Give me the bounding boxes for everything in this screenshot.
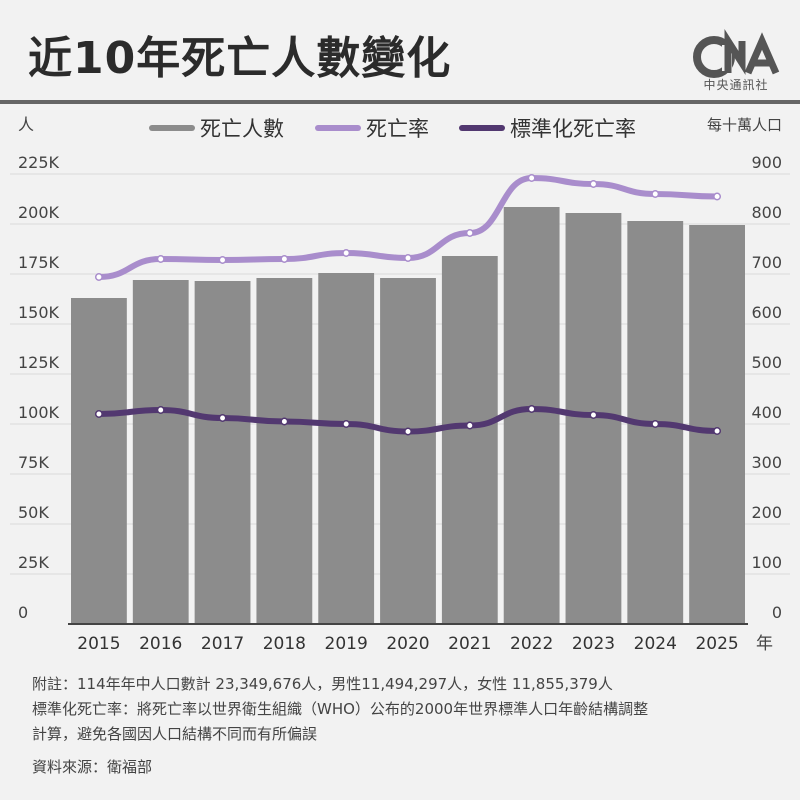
bar-2022 bbox=[503, 207, 560, 624]
right-tick-label: 900 bbox=[751, 153, 782, 172]
point-2-2024 bbox=[651, 420, 660, 428]
right-tick-label: 800 bbox=[751, 203, 782, 222]
right-tick-label: 500 bbox=[751, 353, 782, 372]
bar-2020 bbox=[380, 278, 436, 624]
footnotes: 附註：114年年中人口數計 23,349,676人，男性11,494,297人，… bbox=[32, 672, 772, 780]
point-1-2017 bbox=[218, 256, 227, 264]
x-tick-label: 2020 bbox=[386, 634, 429, 654]
right-tick-label: 300 bbox=[751, 453, 782, 472]
point-2-2022 bbox=[527, 405, 536, 413]
x-tick-label: 2021 bbox=[448, 634, 491, 654]
point-1-2025 bbox=[713, 192, 722, 201]
point-1-2019 bbox=[342, 249, 351, 257]
right-tick-label: 700 bbox=[751, 253, 782, 272]
bar-2015 bbox=[71, 298, 127, 624]
point-2-2025 bbox=[713, 427, 722, 435]
left-tick-label: 50K bbox=[18, 503, 49, 522]
left-tick-label: 175K bbox=[18, 253, 60, 272]
legend: 死亡人數 死亡率 標準化死亡率 bbox=[149, 117, 636, 141]
point-2-2019 bbox=[342, 420, 351, 428]
page-title: 近10年死亡人數變化 bbox=[28, 33, 452, 84]
x-tick-label: 2023 bbox=[572, 634, 615, 654]
point-1-2015 bbox=[94, 273, 103, 281]
bar-2018 bbox=[256, 278, 313, 624]
left-tick-label: 25K bbox=[18, 553, 49, 572]
x-tick-label: 2017 bbox=[201, 634, 244, 654]
point-2-2018 bbox=[280, 417, 289, 426]
bar-2016 bbox=[132, 280, 189, 624]
line-series-1 bbox=[95, 174, 721, 280]
bar-2017 bbox=[194, 281, 251, 624]
data-source: 資料來源：衛福部 bbox=[32, 758, 153, 776]
point-1-2021 bbox=[465, 229, 474, 237]
point-1-2016 bbox=[156, 255, 165, 263]
left-tick-label: 200K bbox=[18, 203, 60, 222]
left-tick-label: 100K bbox=[18, 403, 60, 422]
legend-label-deaths: 死亡人數 bbox=[200, 117, 284, 141]
point-1-2018 bbox=[280, 255, 289, 263]
x-tick-label: 2019 bbox=[325, 634, 368, 654]
x-tick-label: 2025 bbox=[695, 634, 738, 654]
point-2-2020 bbox=[404, 427, 412, 436]
point-1-2022 bbox=[527, 174, 536, 182]
cna-logo bbox=[693, 28, 780, 78]
right-tick-label: 200 bbox=[751, 503, 782, 522]
right-tick-label: 100 bbox=[751, 553, 782, 572]
point-2-2016 bbox=[156, 406, 165, 414]
deaths-chart: 人 每十萬人口 年 死亡人數 死亡率 標準化死亡率 0 0 25K 100 50K 200… bbox=[10, 115, 790, 654]
x-tick-label: 2024 bbox=[634, 634, 677, 654]
right-tick-label: 0 bbox=[772, 603, 782, 622]
x-tick-label: 2018 bbox=[263, 634, 306, 654]
legend-label-std-rate: 標準化死亡率 bbox=[510, 117, 636, 141]
left-tick-label: 225K bbox=[18, 153, 60, 172]
x-tick-label: 2022 bbox=[510, 634, 553, 654]
note-population: 附註：114年年中人口數計 23,349,676人，男性11,494,297人，… bbox=[32, 675, 613, 693]
point-1-2024 bbox=[651, 190, 660, 198]
left-axis-unit: 人 bbox=[18, 115, 34, 134]
note-std-rate-definition-cont: 計算，避免各國因人口結構不同而有所偏誤 bbox=[32, 725, 318, 743]
left-tick-label: 0 bbox=[18, 603, 28, 622]
left-tick-label: 75K bbox=[18, 453, 49, 472]
bar-2025 bbox=[689, 225, 745, 624]
header-divider bbox=[0, 100, 800, 104]
logo-caption: 中央通訊社 bbox=[703, 78, 769, 92]
right-tick-label: 400 bbox=[751, 403, 782, 422]
left-tick-label: 125K bbox=[18, 353, 60, 372]
note-std-rate-definition: 標準化死亡率：將死亡率以世界衛生組織（WHO）公布的2000年世界標準人口年齡結… bbox=[32, 700, 649, 718]
bar-2021 bbox=[441, 256, 498, 624]
right-tick-label: 600 bbox=[751, 303, 782, 322]
x-tick-label: 2016 bbox=[139, 634, 182, 654]
x-tick-label: 2015 bbox=[77, 634, 120, 654]
x-axis-unit: 年 bbox=[756, 634, 773, 654]
left-tick-label: 150K bbox=[18, 303, 60, 322]
point-1-2020 bbox=[404, 254, 412, 262]
point-2-2017 bbox=[218, 414, 227, 422]
legend-label-rate: 死亡率 bbox=[366, 117, 429, 141]
point-2-2015 bbox=[94, 410, 103, 418]
point-2-2023 bbox=[589, 411, 598, 419]
right-axis-unit: 每十萬人口 bbox=[707, 116, 782, 134]
point-1-2023 bbox=[589, 180, 598, 188]
point-2-2021 bbox=[465, 421, 474, 430]
bar-2019 bbox=[318, 273, 375, 624]
